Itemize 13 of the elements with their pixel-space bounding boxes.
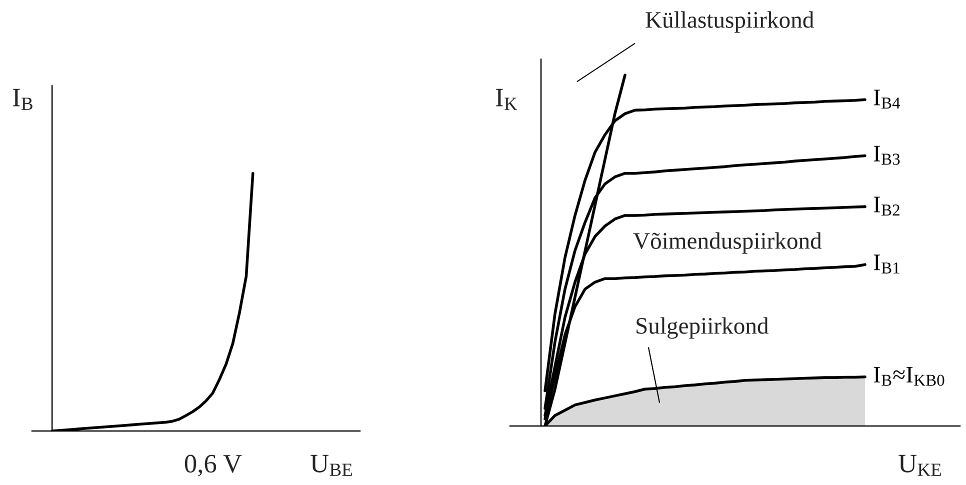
annotation: Sulgepiirkond <box>636 317 769 339</box>
x-axis-title: U$_{KE}$ <box>898 454 941 476</box>
y-axis-title: I$_{K}$ <box>496 88 518 110</box>
series-label: I$_{B3}$ <box>874 146 900 165</box>
series-label: I$_{B}$≈I$_{KB0}$ <box>874 366 944 386</box>
y-axis-title: I$_{B}$ <box>12 88 32 110</box>
text: Küllastuspiirkond <box>646 11 814 33</box>
series-label: I$_{B4}$ <box>874 90 900 109</box>
text: 0,6 V <box>184 454 242 476</box>
annotation: Võimenduspiirkond <box>633 232 822 254</box>
series-label: I$_{B2}$ <box>874 196 900 216</box>
x-axis-title: U$_{BE}$ <box>310 454 352 476</box>
series-label: I$_{B1}$ <box>874 254 900 274</box>
